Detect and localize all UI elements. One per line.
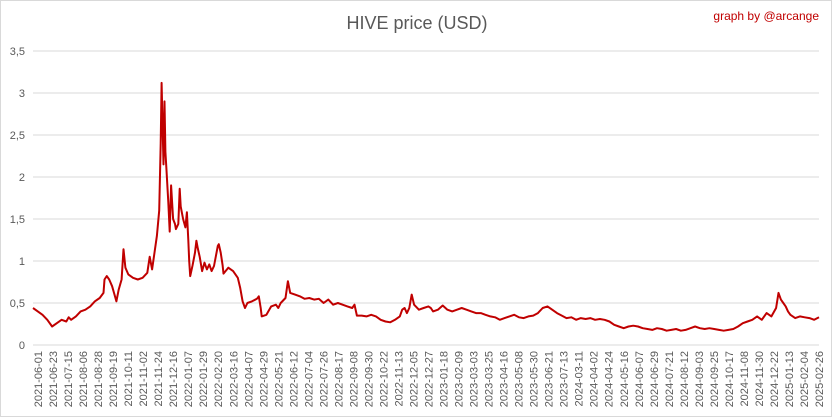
x-axis-ticks: 2021-06-01 2021-06-23 2021-07-15 2021-08-06…: [33, 351, 826, 407]
series-layer: [32, 81, 820, 332]
x-tick-label: 2025-02-04: [799, 351, 811, 407]
x-tick-label: 2021-08-06: [78, 351, 90, 407]
y-tick-label: 0: [19, 340, 25, 352]
x-tick-label: 2023-02-09: [454, 351, 466, 407]
x-tick-label: 2024-09-25: [709, 351, 721, 407]
x-tick-label: 2023-04-16: [499, 351, 511, 407]
y-tick-label: 2: [19, 172, 25, 184]
x-tick-label: 2023-03-25: [484, 351, 496, 407]
x-tick-label: 2022-04-29: [258, 351, 270, 407]
x-tick-label: 2022-02-20: [213, 351, 225, 407]
x-tick-label: 2022-11-13: [393, 351, 405, 406]
x-tick-label: 2022-08-17: [333, 351, 345, 407]
x-tick-label: 2021-12-16: [168, 351, 180, 407]
graph-credit: graph by @arcange: [713, 9, 819, 23]
x-tick-label: 2024-09-03: [694, 351, 706, 407]
x-tick-label: 2023-01-18: [439, 351, 451, 407]
x-tick-label: 2022-01-07: [183, 351, 195, 407]
price-series-line: [32, 81, 820, 332]
x-tick-label: 2024-08-12: [679, 351, 691, 407]
x-tick-label: 2024-11-08: [739, 351, 751, 406]
y-tick-label: 3: [19, 88, 25, 100]
x-tick-label: 2022-05-21: [273, 351, 285, 407]
x-tick-label: 2024-06-29: [649, 351, 661, 407]
x-tick-label: 2022-12-05: [408, 351, 420, 407]
chart-title: HIVE price (USD): [346, 13, 488, 33]
x-tick-label: 2024-07-21: [664, 351, 676, 407]
x-tick-label: 2024-12-22: [769, 351, 781, 407]
x-tick-label: 2022-03-16: [228, 351, 240, 407]
x-tick-label: 2021-06-01: [33, 351, 45, 407]
x-tick-label: 2022-10-22: [378, 351, 390, 407]
x-tick-label: 2021-11-02: [138, 351, 150, 406]
x-tick-label: 2023-05-30: [529, 351, 541, 407]
x-tick-label: 2024-04-24: [604, 351, 616, 407]
x-tick-label: 2023-03-03: [469, 351, 481, 407]
x-tick-label: 2022-09-30: [363, 351, 375, 407]
y-tick-label: 1,5: [10, 214, 25, 226]
x-tick-label: 2021-07-15: [63, 351, 75, 407]
x-tick-label: 2023-07-13: [559, 351, 571, 407]
x-tick-label: 2021-11-24: [153, 351, 165, 406]
x-tick-label: 2022-12-27: [424, 351, 436, 407]
grid-lines: [33, 50, 819, 346]
x-tick-label: 2021-09-19: [108, 351, 120, 407]
x-tick-label: 2021-10-11: [123, 351, 135, 406]
x-tick-label: 2023-05-08: [514, 351, 526, 407]
x-tick-label: 2022-01-29: [198, 351, 210, 407]
x-tick-label: 2024-04-02: [589, 351, 601, 407]
x-tick-label: 2021-06-23: [48, 351, 60, 407]
x-tick-label: 2024-11-30: [754, 351, 766, 406]
x-tick-label: 2022-07-04: [303, 351, 315, 407]
x-tick-label: 2024-06-07: [634, 351, 646, 407]
y-tick-label: 2,5: [10, 130, 25, 142]
x-tick-label: 2022-07-26: [318, 351, 330, 407]
x-tick-label: 2023-06-21: [544, 351, 556, 407]
x-tick-label: 2025-02-26: [814, 351, 826, 407]
x-tick-label: 2024-05-16: [619, 351, 631, 407]
y-axis-ticks: 0 0,5 1 1,5 2 2,5 3 3,5: [10, 46, 25, 352]
x-tick-label: 2022-04-07: [243, 351, 255, 407]
x-tick-label: 2022-06-12: [288, 351, 300, 407]
y-tick-label: 0,5: [10, 298, 25, 310]
x-tick-label: 2022-09-08: [348, 351, 360, 407]
x-tick-label: 2025-01-13: [784, 351, 796, 407]
x-tick-label: 2024-10-17: [724, 351, 736, 407]
x-tick-label: 2024-03-11: [574, 351, 586, 406]
y-tick-label: 1: [19, 256, 25, 268]
x-tick-label: 2021-08-28: [93, 351, 105, 407]
y-tick-label: 3,5: [10, 46, 25, 58]
